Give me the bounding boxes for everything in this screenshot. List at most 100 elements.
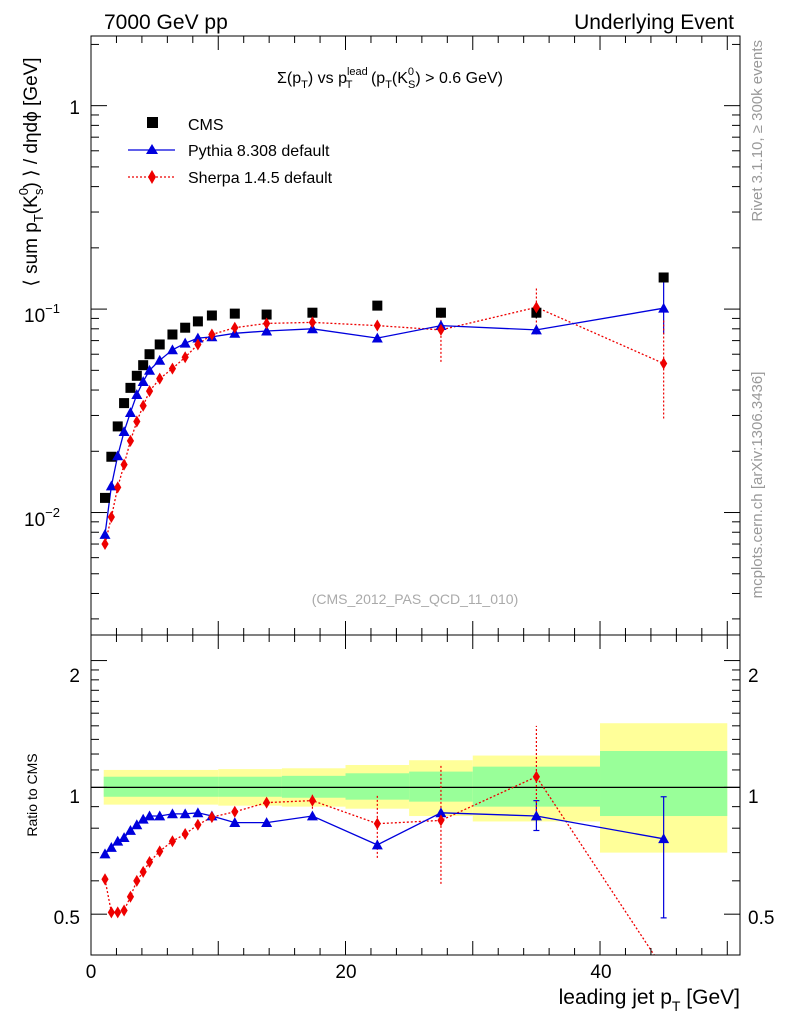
ratio-ytick-right-1: 1: [748, 787, 759, 808]
cms-point: [307, 307, 318, 318]
pythia-point: [658, 302, 670, 313]
header-right: Underlying Event: [574, 11, 734, 34]
ratio-axis-ticks: [90, 635, 740, 955]
cms-point: [144, 349, 155, 360]
sherpa-ratio-point: [208, 811, 216, 824]
sherpa-point: [660, 357, 668, 370]
ratio-series: [99, 725, 670, 955]
ratio-ytick-left-1: 1: [69, 787, 80, 808]
x-axis-label: leading jet pT [GeV]: [559, 986, 740, 1014]
cms-point: [138, 360, 149, 371]
legend-cms-label: CMS: [188, 117, 224, 134]
cms-point: [125, 382, 136, 393]
ratio-ytick-right-2: 2: [748, 666, 759, 687]
pythia-ratio-point: [229, 817, 241, 827]
pythia-ratio-point: [99, 848, 111, 859]
sherpa-point: [126, 434, 135, 447]
ratio-ylabel: Ratio to CMS: [24, 753, 40, 836]
pythia-ratio-point: [131, 819, 143, 830]
ratio-frame: [90, 634, 741, 956]
sherpa-ratio-point: [156, 845, 164, 858]
cms-point: [206, 310, 217, 321]
sherpa-point: [120, 458, 128, 471]
sherpa-point: [168, 362, 177, 375]
pythia-ratio-point: [371, 839, 383, 850]
cms-point: [229, 308, 240, 319]
ratio-panel: Ratio to CMS 2 1 0.5 2 1 0.5: [24, 634, 774, 956]
sherpa-point: [133, 415, 141, 428]
cms-point: [180, 322, 191, 333]
mcplots-label: mcplots.cern.ch [arXiv:1306.3436]: [749, 372, 766, 599]
pythia-ratio-point: [179, 808, 191, 819]
sherpa-ratio-point: [263, 796, 271, 809]
legend-sherpa-marker: [148, 170, 156, 184]
reference-label: (CMS_2012_PAS_QCD_11_010): [312, 591, 519, 607]
cms-point: [119, 398, 130, 409]
sherpa-point: [231, 321, 239, 334]
sherpa-point: [532, 301, 540, 314]
ratio-ytick-left-2: 2: [69, 666, 80, 687]
sherpa-point: [114, 481, 122, 494]
pythia-point: [118, 426, 130, 436]
pythia-ratio-point: [261, 817, 273, 827]
sherpa-point: [308, 316, 317, 329]
sherpa-point: [181, 351, 189, 364]
pythia-point: [99, 528, 111, 539]
sherpa-point: [263, 317, 271, 330]
pythia-point: [192, 332, 204, 343]
pythia-point: [166, 344, 178, 355]
sherpa-ratio-point: [107, 906, 115, 919]
sherpa-ratio-point: [139, 865, 147, 878]
pythia-point: [124, 407, 136, 417]
sherpa-ratio-point: [168, 835, 177, 848]
uncertainty-band-inner: [345, 773, 410, 800]
pythia-ratio-point: [154, 810, 166, 821]
sherpa-point: [139, 399, 147, 412]
legend-pythia-label: Pythia 8.308 default: [188, 143, 330, 160]
cms-point: [131, 370, 142, 381]
cms-point: [99, 492, 110, 503]
legend-pythia-marker: [146, 144, 158, 154]
uncertainty-band-inner: [218, 776, 282, 797]
legend-sherpa-label: Sherpa 1.4.5 default: [188, 170, 333, 187]
pythia-ratio-point: [658, 833, 670, 844]
sherpa-ratio-point: [120, 904, 128, 917]
cms-point: [112, 421, 123, 432]
pythia-point: [179, 337, 191, 348]
pythia-point: [131, 389, 143, 399]
ratio-ytick-right-0p5: 0.5: [748, 908, 774, 929]
pythia-point: [144, 364, 156, 375]
pythia-ratio-point: [124, 824, 136, 835]
sherpa-point: [373, 319, 381, 332]
sherpa-ratio-point: [181, 828, 189, 841]
pythia-point: [261, 325, 273, 336]
pythia-point: [530, 324, 542, 335]
pythia-ratio-point: [105, 841, 117, 852]
uncertainty-band-inner: [103, 776, 219, 797]
sherpa-ratio-point: [126, 890, 135, 903]
pythia-ratio-point: [112, 835, 124, 846]
header-left: 7000 GeV pp: [104, 11, 228, 34]
sherpa-ratio-point: [373, 817, 381, 830]
sherpa-point: [156, 372, 164, 385]
sherpa-ratio-point: [532, 770, 540, 783]
pythia-point: [137, 376, 149, 387]
cms-point: [154, 339, 165, 350]
xtick-label-0: 0: [86, 962, 97, 983]
sherpa-point: [145, 385, 154, 398]
cms-point: [167, 329, 178, 340]
pythia-line: [104, 307, 664, 535]
xtick-label-40: 40: [590, 962, 611, 983]
pythia-point: [105, 480, 117, 491]
sherpa-point: [194, 338, 202, 351]
sherpa-ratio-point: [145, 856, 154, 869]
ytick-label-0p1: 10−1: [24, 301, 60, 327]
panel-title: Σ(pT) vs plead T (pT(K0 S) > 0.6 GeV): [277, 66, 503, 91]
sherpa-ratio-point: [101, 873, 109, 886]
sherpa-ratio-point: [133, 874, 141, 887]
cms-point: [435, 307, 446, 318]
sherpa-ratio-point: [437, 814, 445, 827]
main-plot-area: [99, 272, 670, 551]
rivet-label: Rivet 3.1.10, ≥ 300k events: [749, 40, 766, 222]
